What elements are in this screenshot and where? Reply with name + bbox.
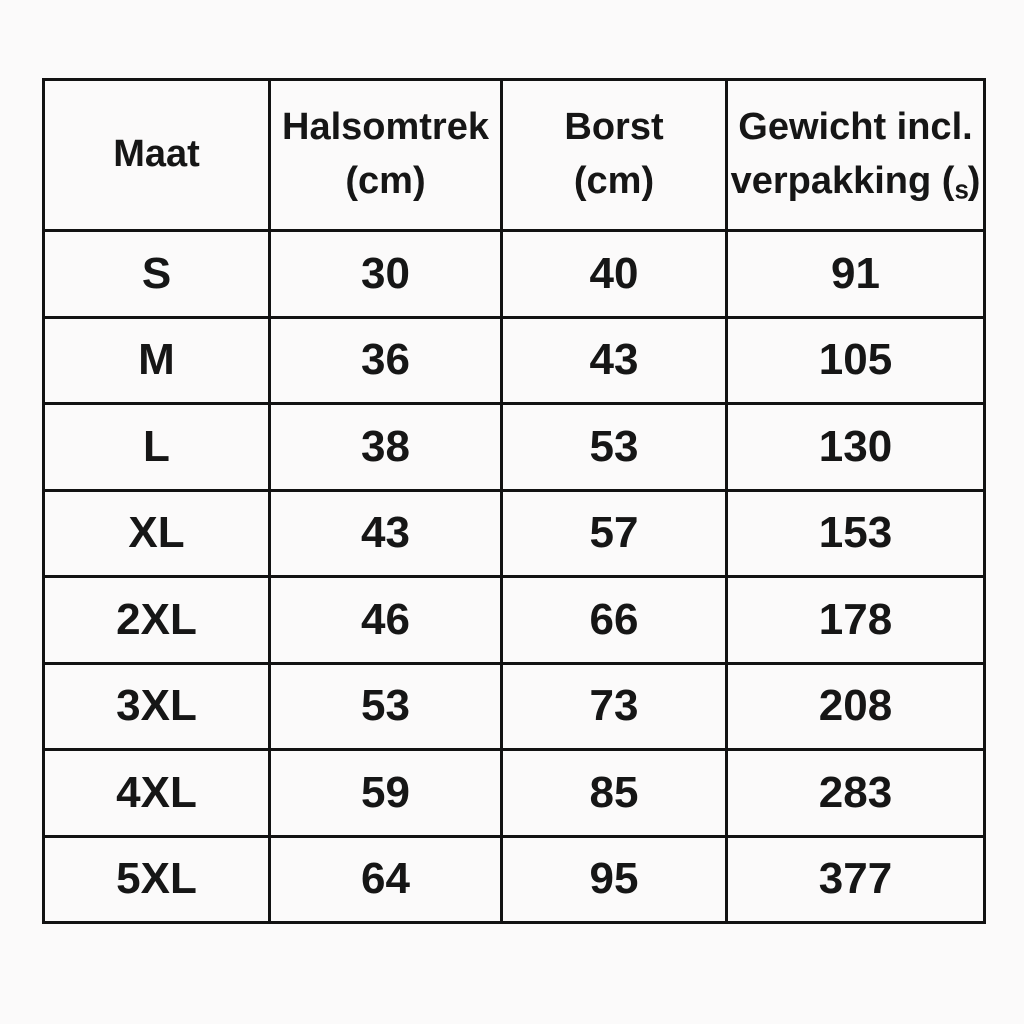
- size-chart-table: Maat Halsomtrek (cm) Borst (cm) Gewicht …: [42, 78, 986, 924]
- cell-weight: 178: [725, 575, 986, 665]
- cell-size: M: [42, 315, 271, 405]
- cell-weight: 208: [725, 661, 986, 751]
- cell-chest: 85: [500, 748, 728, 838]
- table-row: 5XL 64 95 377: [42, 834, 986, 924]
- table-row: S 30 40 91: [42, 229, 986, 319]
- header-halsomtrek-label: Halsomtrek: [282, 106, 489, 149]
- cell-size: 2XL: [42, 575, 271, 665]
- cell-size: 3XL: [42, 661, 271, 751]
- cell-neck: 38: [268, 402, 503, 492]
- cell-chest: 57: [500, 488, 728, 578]
- header-gewicht: Gewicht incl. verpakking (s): [725, 78, 986, 232]
- header-borst-label: Borst: [564, 106, 664, 149]
- header-borst: Borst (cm): [500, 78, 728, 232]
- header-gewicht-unit-sub: s: [954, 176, 968, 205]
- cell-chest: 66: [500, 575, 728, 665]
- table-row: XL 43 57 153: [42, 488, 986, 578]
- cell-weight: 153: [725, 488, 986, 578]
- cell-weight: 105: [725, 315, 986, 405]
- table-row: 2XL 46 66 178: [42, 575, 986, 665]
- header-halsomtrek: Halsomtrek (cm): [268, 78, 503, 232]
- cell-neck: 46: [268, 575, 503, 665]
- table-row: L 38 53 130: [42, 402, 986, 492]
- cell-weight: 91: [725, 229, 986, 319]
- cell-chest: 53: [500, 402, 728, 492]
- cell-neck: 64: [268, 834, 503, 924]
- cell-neck: 30: [268, 229, 503, 319]
- cell-size: 4XL: [42, 748, 271, 838]
- cell-size: L: [42, 402, 271, 492]
- cell-weight: 283: [725, 748, 986, 838]
- header-row: Maat Halsomtrek (cm) Borst (cm) Gewicht …: [42, 78, 986, 232]
- cell-chest: 43: [500, 315, 728, 405]
- header-maat: Maat: [42, 78, 271, 232]
- cell-neck: 53: [268, 661, 503, 751]
- table-row: 3XL 53 73 208: [42, 661, 986, 751]
- cell-size: S: [42, 229, 271, 319]
- cell-chest: 95: [500, 834, 728, 924]
- cell-neck: 43: [268, 488, 503, 578]
- header-halsomtrek-unit: (cm): [345, 160, 426, 202]
- header-gewicht-label: Gewicht incl.: [738, 105, 973, 148]
- cell-chest: 40: [500, 229, 728, 319]
- cell-weight: 130: [725, 402, 986, 492]
- cell-chest: 73: [500, 661, 728, 751]
- header-maat-label: Maat: [113, 133, 200, 176]
- cell-weight: 377: [725, 834, 986, 924]
- table-row: 4XL 59 85 283: [42, 748, 986, 838]
- header-borst-unit: (cm): [573, 160, 655, 202]
- cell-neck: 36: [268, 315, 503, 405]
- table-row: M 36 43 105: [42, 315, 986, 405]
- header-gewicht-unit: verpakking (s): [730, 159, 981, 205]
- cell-neck: 59: [268, 748, 503, 838]
- cell-size: 5XL: [42, 834, 271, 924]
- cell-size: XL: [42, 488, 271, 578]
